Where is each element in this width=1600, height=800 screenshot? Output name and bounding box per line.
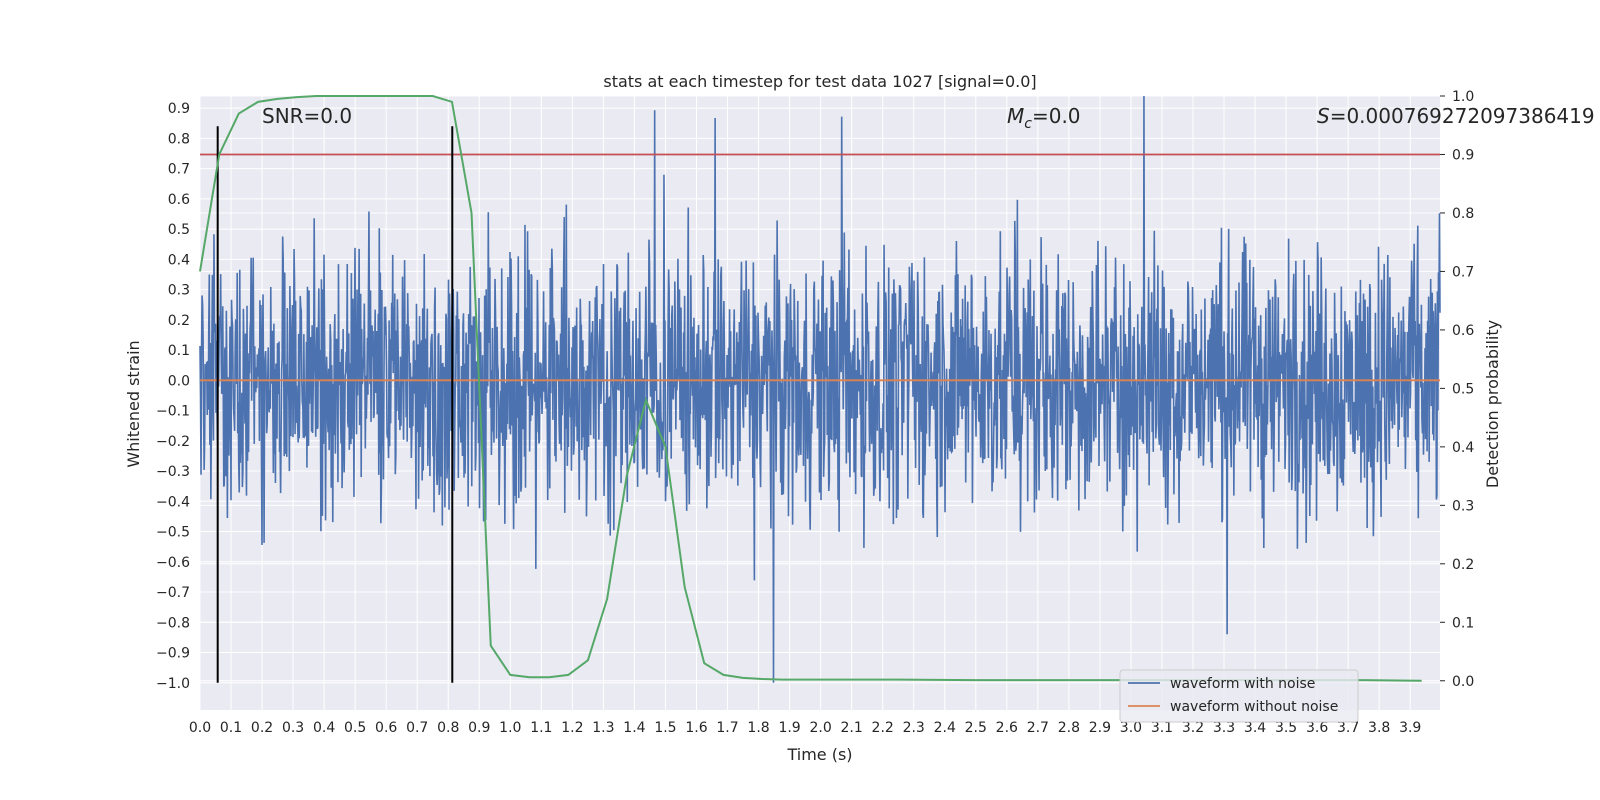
x-tick-label: 3.9 [1399,720,1421,736]
y2-tick-label: 1.0 [1452,89,1474,105]
x-tick-label: 3.6 [1306,720,1328,736]
y2-tick-label: 0.9 [1452,147,1474,163]
y-tick-label: 0.7 [168,162,190,178]
y-tick-label: 0.0 [168,373,190,389]
x-tick-label: 1.7 [716,720,738,736]
legend-label-noise: waveform with noise [1170,676,1315,692]
x-tick-label: 2.5 [965,720,987,736]
y2-tick-label: 0.8 [1452,206,1474,222]
y2-axis-label: Detection probability [1483,320,1502,488]
x-tick-label: 0.8 [437,720,459,736]
x-axis-label: Time (s) [786,745,852,764]
x-tick-label: 0.9 [468,720,490,736]
noise-waveform-line [199,95,1441,683]
x-tick-label: 1.1 [530,720,552,736]
x-tick-label: 1.0 [499,720,521,736]
y-tick-label: 0.8 [168,131,190,147]
y-tick-label: −0.8 [156,615,190,631]
s-annotation: S=0.000769272097386419 [1317,104,1595,128]
x-tick-label: 3.2 [1182,720,1204,736]
series-waveform-with-noise [199,95,1441,683]
x-tick-label: 3.1 [1151,720,1173,736]
x-tick-label: 0.4 [313,720,335,736]
x-tick-label: 2.1 [841,720,863,736]
y2-tick-label: 0.3 [1452,498,1474,514]
y-tick-label: −0.5 [156,525,190,541]
x-tick-label: 2.9 [1089,720,1111,736]
legend-box [1119,669,1359,723]
y2-tick-label: 0.4 [1452,440,1474,456]
y-tick-label: 0.5 [168,222,190,238]
series-detection-probability [199,95,1422,682]
x-tick-label: 1.8 [747,720,769,736]
legend: waveform with noise waveform without noi… [1119,669,1359,723]
y2-tick-label: 0.2 [1452,557,1474,573]
y-tick-label: −1.0 [156,676,190,692]
x-tick-label: 2.0 [809,720,831,736]
event-markers [216,126,454,683]
x-tick-label: 2.3 [903,720,925,736]
s-symbol: S [1317,104,1330,128]
y-axis-label: Whitened strain [124,340,143,467]
x-tick-label: 3.8 [1368,720,1390,736]
s-value: =0.000769272097386419 [1330,104,1595,128]
x-tick-label: 2.7 [1027,720,1049,736]
y2-tick-label: 0.0 [1452,674,1474,690]
x-tick-label: 1.3 [592,720,614,736]
x-axis-ticks: 0.0 0.1 0.2 0.3 0.4 0.5 0.6 0.7 0.8 0.9 1.0 1.1 1.2 1… [189,720,1421,736]
x-tick-label: 0.1 [220,720,242,736]
x-tick-label: 0.3 [282,720,304,736]
y-tick-label: −0.6 [156,555,190,571]
x-tick-label: 2.4 [934,720,956,736]
x-tick-label: 0.2 [251,720,273,736]
y-tick-label: 0.2 [168,313,190,329]
chirp-mass-symbol: M [1007,104,1024,128]
y-axis-ticks: 0.9 0.8 0.7 0.6 0.5 0.4 0.3 0.2 0.1 0.0 −0.1 −0.2 −0… [156,101,190,692]
y-tick-label: −0.2 [156,434,190,450]
y-tick-label: 0.4 [168,252,190,268]
chirp-mass-value: =0.0 [1032,104,1081,128]
x-tick-label: 0.0 [189,720,211,736]
legend-label-clean: waveform without noise [1170,699,1338,715]
chart-title: stats at each timestep for test data 102… [603,72,1036,91]
chirp-mass-subscript: c [1024,116,1032,132]
y-tick-label: −0.4 [156,494,190,510]
x-tick-label: 0.6 [375,720,397,736]
x-tick-label: 1.6 [685,720,707,736]
x-tick-label: 3.7 [1337,720,1359,736]
x-tick-label: 1.2 [561,720,583,736]
x-tick-label: 3.0 [1120,720,1142,736]
y2-tick-label: 0.5 [1452,381,1474,397]
x-tick-label: 2.8 [1058,720,1080,736]
y-tick-label: 0.6 [168,192,190,208]
y-tick-label: −0.3 [156,464,190,480]
x-tick-label: 1.4 [623,720,645,736]
y2-tick-label: 0.7 [1452,264,1474,280]
y2-tick-label: 0.6 [1452,323,1474,339]
x-tick-label: 3.5 [1275,720,1297,736]
y-tick-label: 0.9 [168,101,190,117]
x-tick-label: 3.3 [1213,720,1235,736]
x-tick-label: 3.4 [1244,720,1266,736]
snr-annotation: SNR=0.0 [262,104,352,128]
y-tick-label: −0.7 [156,585,190,601]
x-tick-label: 2.2 [872,720,894,736]
y-tick-label: 0.1 [168,343,190,359]
y-tick-label: 0.3 [168,283,190,299]
x-tick-label: 1.5 [654,720,676,736]
chirp-mass-annotation: Mc=0.0 [1007,104,1081,132]
x-tick-label: 0.7 [406,720,428,736]
y-tick-label: −0.9 [156,646,190,662]
x-tick-label: 0.5 [344,720,366,736]
y2-axis-ticks: 1.0 0.9 0.8 0.7 0.6 0.5 0.4 0.3 0.2 0.1 0.0 [1440,89,1474,690]
y-tick-label: −0.1 [156,404,190,420]
x-tick-label: 1.9 [778,720,800,736]
y2-tick-label: 0.1 [1452,615,1474,631]
x-tick-label: 2.6 [996,720,1018,736]
